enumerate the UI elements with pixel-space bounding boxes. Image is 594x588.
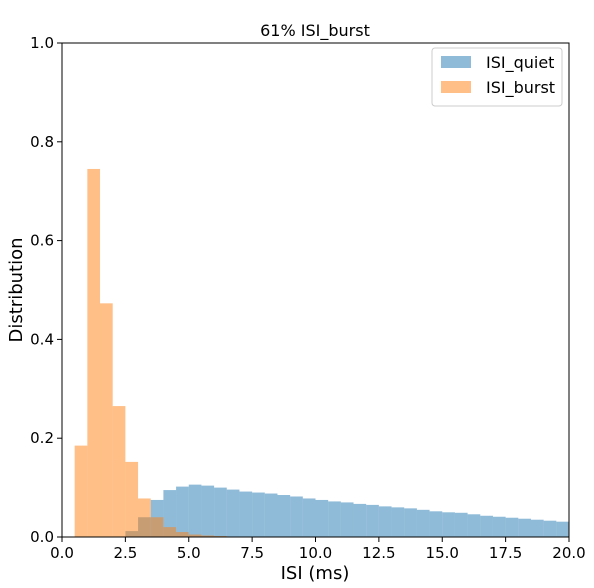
bar-isi-quiet xyxy=(492,516,506,537)
bar-isi-burst xyxy=(176,532,189,537)
x-tick-label: 15.0 xyxy=(426,544,459,562)
bar-isi-quiet xyxy=(505,517,519,537)
bar-isi-quiet xyxy=(340,502,354,537)
bar-isi-burst xyxy=(163,527,177,537)
bar-isi-quiet xyxy=(378,506,392,537)
x-tick-label: 5.0 xyxy=(177,544,201,562)
bar-isi-quiet xyxy=(543,520,557,537)
x-tick-label: 12.5 xyxy=(362,544,395,562)
bar-isi-quiet xyxy=(429,511,443,537)
bar-isi-quiet xyxy=(226,489,240,537)
bar-isi-quiet xyxy=(302,498,316,537)
x-tick-label: 0.0 xyxy=(50,544,74,562)
bar-isi-quiet xyxy=(353,503,367,537)
legend: ISI_quiet ISI_burst xyxy=(431,47,563,107)
bar-isi-quiet xyxy=(556,521,569,537)
y-tick-label: 0.6 xyxy=(30,232,54,250)
x-tick-label: 17.5 xyxy=(489,544,522,562)
y-tick-label: 0.8 xyxy=(30,133,54,151)
bar-isi-quiet xyxy=(214,487,227,537)
legend-swatch-isi-quiet xyxy=(441,56,471,68)
x-tick-label: 10.0 xyxy=(299,544,332,562)
x-tick-label: 7.5 xyxy=(240,544,264,562)
bar-isi-quiet xyxy=(391,507,405,537)
x-axis-label: ISI (ms) xyxy=(281,563,350,584)
bar-isi-burst xyxy=(150,517,164,537)
bar-isi-quiet xyxy=(328,501,341,537)
bar-isi-quiet xyxy=(264,493,278,537)
bar-isi-burst xyxy=(188,534,202,537)
bar-isi-burst xyxy=(201,535,215,537)
histogram-bars xyxy=(74,168,569,537)
y-tick-label: 1.0 xyxy=(30,34,54,52)
bar-isi-quiet xyxy=(239,491,253,537)
bar-isi-quiet xyxy=(290,496,303,537)
y-tick-label: 0.4 xyxy=(30,330,54,348)
x-axis-ticks: 0.0 2.5 5.0 7.5 10.0 12.5 15.0 17.5 20.0 xyxy=(50,537,586,562)
y-tick-label: 0.0 xyxy=(30,528,54,546)
bar-isi-quiet xyxy=(366,504,379,537)
bar-isi-quiet xyxy=(480,515,493,537)
bar-isi-burst xyxy=(87,168,101,537)
bar-isi-quiet xyxy=(454,512,468,537)
bar-isi-quiet xyxy=(201,485,215,537)
legend-swatch-isi-burst xyxy=(441,81,471,93)
bar-isi-quiet xyxy=(416,509,430,537)
bar-isi-burst xyxy=(125,461,139,537)
bar-isi-burst xyxy=(112,406,126,537)
bar-isi-quiet xyxy=(518,518,531,537)
bar-isi-burst xyxy=(138,498,151,537)
y-axis-label: Distribution xyxy=(6,237,27,342)
y-axis-ticks: 0.0 0.2 0.4 0.6 0.8 1.0 xyxy=(30,34,62,546)
bar-isi-quiet xyxy=(188,484,202,537)
bar-isi-quiet xyxy=(315,499,329,537)
bar-isi-quiet xyxy=(163,490,177,537)
bar-isi-quiet xyxy=(442,512,455,537)
chart-title: 61% ISI_burst xyxy=(260,21,370,41)
bar-isi-quiet xyxy=(467,514,481,537)
x-tick-label: 20.0 xyxy=(552,544,585,562)
bar-isi-quiet xyxy=(530,519,544,537)
x-tick-label: 2.5 xyxy=(113,544,137,562)
legend-label-isi-quiet: ISI_quiet xyxy=(486,53,554,73)
bar-isi-quiet xyxy=(176,486,189,537)
bar-isi-burst xyxy=(100,303,113,537)
bar-isi-quiet xyxy=(252,492,265,537)
bar-isi-quiet xyxy=(404,508,417,537)
bar-isi-burst xyxy=(74,445,88,537)
bar-isi-quiet xyxy=(277,495,291,537)
legend-label-isi-burst: ISI_burst xyxy=(486,78,555,98)
y-tick-label: 0.2 xyxy=(30,429,54,447)
